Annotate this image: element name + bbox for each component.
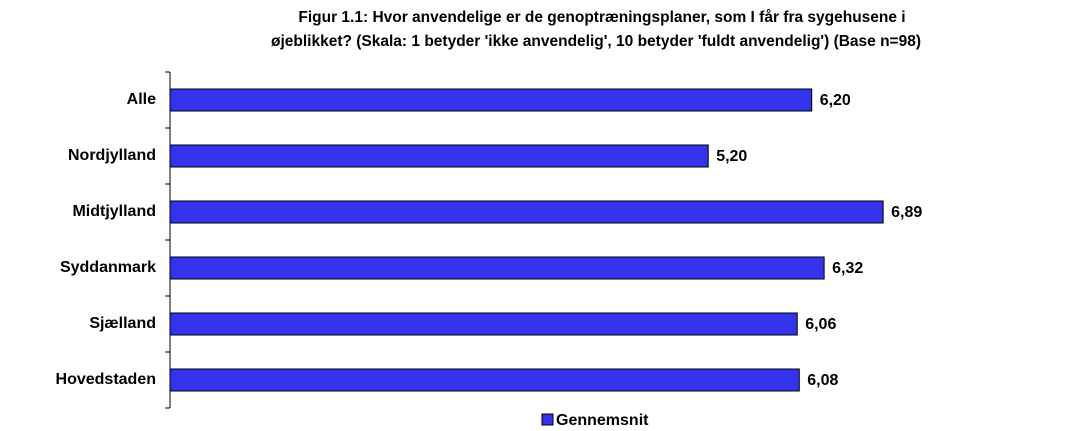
bar xyxy=(169,368,800,392)
y-tick-label: Sjælland xyxy=(89,315,156,332)
value-label: 6,08 xyxy=(807,372,838,389)
bar xyxy=(169,256,825,280)
legend-label: Gennemsnit xyxy=(556,412,649,429)
legend-swatch xyxy=(541,413,554,426)
bar xyxy=(169,200,884,224)
y-tick-label: Hovedstaden xyxy=(56,371,156,388)
bar xyxy=(169,144,709,168)
y-tick-label: Syddanmark xyxy=(60,259,156,276)
y-tick-label: Midtjylland xyxy=(72,203,156,220)
value-label: 5,20 xyxy=(716,148,747,165)
value-label: 6,20 xyxy=(820,92,851,109)
y-tick-label: Alle xyxy=(127,91,156,108)
value-label: 6,06 xyxy=(805,316,836,333)
y-tick-label: Nordjylland xyxy=(68,147,156,164)
value-label: 6,89 xyxy=(891,204,922,221)
bar xyxy=(169,88,813,112)
value-label: 6,32 xyxy=(832,260,863,277)
chart-title: Figur 1.1: Hvor anvendelige er de genopt… xyxy=(298,9,905,26)
bar xyxy=(169,312,798,336)
chart-title: øjeblikket? (Skala: 1 betyder 'ikke anve… xyxy=(271,33,921,50)
